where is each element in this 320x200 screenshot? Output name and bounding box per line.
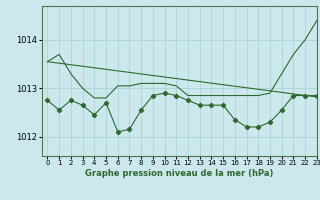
X-axis label: Graphe pression niveau de la mer (hPa): Graphe pression niveau de la mer (hPa) [85, 169, 273, 178]
